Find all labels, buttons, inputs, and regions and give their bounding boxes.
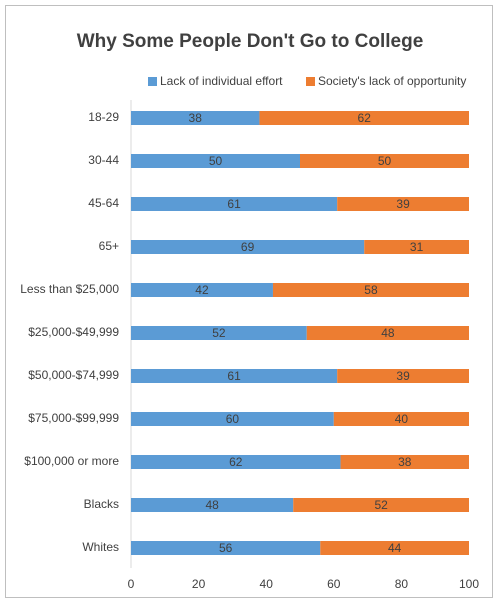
data-label: 39 (396, 369, 410, 383)
data-label: 52 (374, 498, 388, 512)
data-label: 61 (227, 197, 241, 211)
legend-swatch (306, 77, 315, 86)
data-label: 69 (241, 240, 255, 254)
bar-segment (259, 111, 469, 125)
bar-segment (131, 369, 338, 383)
bar-segment (293, 498, 469, 512)
data-label: 39 (396, 197, 410, 211)
y-tick-label: $75,000-$99,999 (28, 411, 119, 425)
x-tick-label: 40 (260, 577, 274, 591)
bar-segment (320, 541, 469, 555)
bar-segment (131, 498, 294, 512)
bar-segment (131, 283, 273, 297)
bar-segment (131, 412, 334, 426)
data-label: 44 (388, 541, 402, 555)
data-label: 48 (381, 326, 395, 340)
bar-segment (131, 455, 341, 469)
y-tick-label: Less than $25,000 (20, 282, 119, 296)
data-label: 40 (395, 412, 409, 426)
bar-segment (131, 240, 365, 254)
bar-segment (272, 283, 469, 297)
bar-segment (364, 240, 469, 254)
legend-label: Lack of individual effort (160, 74, 283, 88)
y-tick-label: 30-44 (88, 153, 119, 167)
data-label: 61 (227, 369, 241, 383)
y-tick-label: $50,000-$74,999 (28, 368, 119, 382)
bar-segment (300, 154, 469, 168)
data-label: 38 (189, 111, 203, 125)
bar-segment (131, 111, 260, 125)
data-label: 58 (364, 283, 378, 297)
bar-segment (337, 197, 469, 211)
bar-segment (131, 197, 338, 211)
x-tick-label: 20 (192, 577, 206, 591)
legend-label: Society's lack of opportunity (318, 74, 466, 88)
data-label: 50 (378, 154, 392, 168)
bar-segment (340, 455, 469, 469)
data-label: 56 (219, 541, 233, 555)
legend-swatch (148, 77, 157, 86)
y-tick-label: 18-29 (88, 110, 119, 124)
bar-segment (306, 326, 469, 340)
data-label: 38 (398, 455, 412, 469)
x-tick-label: 60 (327, 577, 341, 591)
data-label: 42 (195, 283, 209, 297)
y-tick-label: 45-64 (88, 196, 119, 210)
y-tick-label: 65+ (99, 239, 119, 253)
bar-segment (333, 412, 469, 426)
chart-title: Why Some People Don't Go to College (77, 31, 424, 52)
y-tick-label: Blacks (84, 497, 119, 511)
bar-segment (337, 369, 469, 383)
bar-segment (131, 541, 321, 555)
x-tick-label: 0 (128, 577, 135, 591)
bar-segment (131, 326, 307, 340)
data-label: 60 (226, 412, 240, 426)
bar-segment (131, 154, 300, 168)
y-tick-label: Whites (82, 540, 119, 554)
x-tick-label: 80 (395, 577, 409, 591)
data-label: 62 (358, 111, 372, 125)
x-tick-label: 100 (459, 577, 479, 591)
data-label: 48 (205, 498, 219, 512)
y-tick-label: $100,000 or more (24, 454, 119, 468)
data-label: 31 (410, 240, 424, 254)
data-label: 50 (209, 154, 223, 168)
data-label: 62 (229, 455, 243, 469)
y-tick-label: $25,000-$49,999 (28, 325, 119, 339)
data-label: 52 (212, 326, 226, 340)
